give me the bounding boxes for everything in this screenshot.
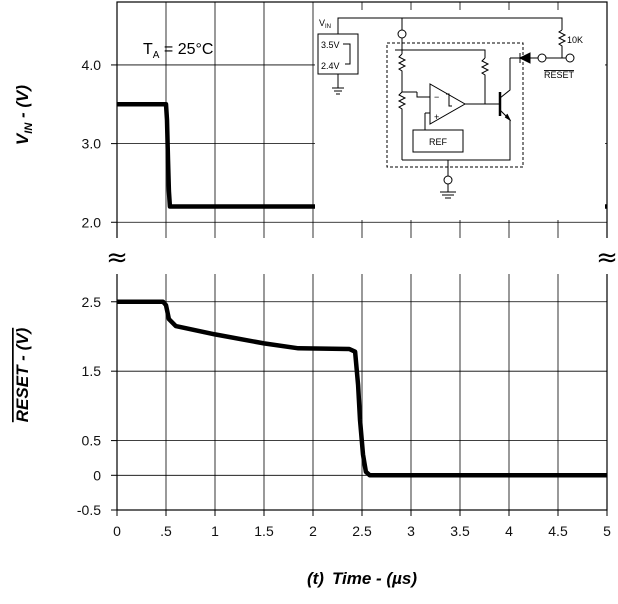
series-line (117, 102, 607, 209)
x-tick-label: 0 (113, 523, 121, 539)
axis-break-left: ≈ (106, 243, 128, 273)
svg-text:−: − (434, 92, 439, 102)
y-tick-label: 1.5 (82, 363, 102, 379)
x-tick-label: 3.5 (450, 523, 470, 539)
tick-marks (111, 64, 608, 516)
y-tick-label: 2.5 (82, 294, 102, 310)
x-tick-label: .5 (160, 523, 172, 539)
x-tick-label: 2.5 (352, 523, 372, 539)
series-line (117, 299, 607, 478)
y-tick-label: 0.5 (82, 433, 102, 449)
y-tick-label: -0.5 (77, 502, 101, 518)
y-tick-label: 2.0 (82, 214, 102, 230)
series (117, 102, 607, 478)
x-tick-label: 2 (309, 523, 317, 539)
y-axis-label-vin: VIN - (V) (13, 85, 35, 145)
x-tick-label: 4 (505, 523, 513, 539)
temperature-annotation: TA = 25°C (143, 41, 213, 61)
x-tick-label: 5 (603, 523, 611, 539)
x-tick-label: 3 (407, 523, 415, 539)
tick-labels: 2.03.04.0-0.500.51.52.50.5 1 1.5 2 2.5 3 3.5 4 4… (77, 57, 611, 539)
y-tick-label: 0 (93, 467, 101, 483)
x-tick-label: 4.5 (548, 523, 568, 539)
x-axis-label: (t) Time - (µs) (307, 569, 417, 588)
y-tick-label: 3.0 (82, 136, 102, 152)
schematic-v-low: 2.4V (321, 61, 340, 71)
schematic-ref-label: REF (429, 137, 448, 147)
circuit-schematic-inset: VIN 3.5V 2.4V − + REF (315, 10, 605, 220)
svg-text:+: + (434, 112, 439, 122)
x-tick-label: 1 (211, 523, 219, 539)
x-tick-label: 1.5 (254, 523, 274, 539)
schematic-resistor-label: 10K (567, 35, 583, 45)
schematic-v-high: 3.5V (321, 40, 340, 50)
axis-break-band (116, 238, 608, 274)
schematic-reset-label: RESET (544, 70, 575, 80)
axis-break-right: ≈ (596, 243, 618, 273)
schematic-vin-label: VIN (319, 18, 331, 30)
y-axis-label-reset: RESET - (V) (13, 327, 32, 422)
y-tick-label: 4.0 (82, 57, 102, 73)
